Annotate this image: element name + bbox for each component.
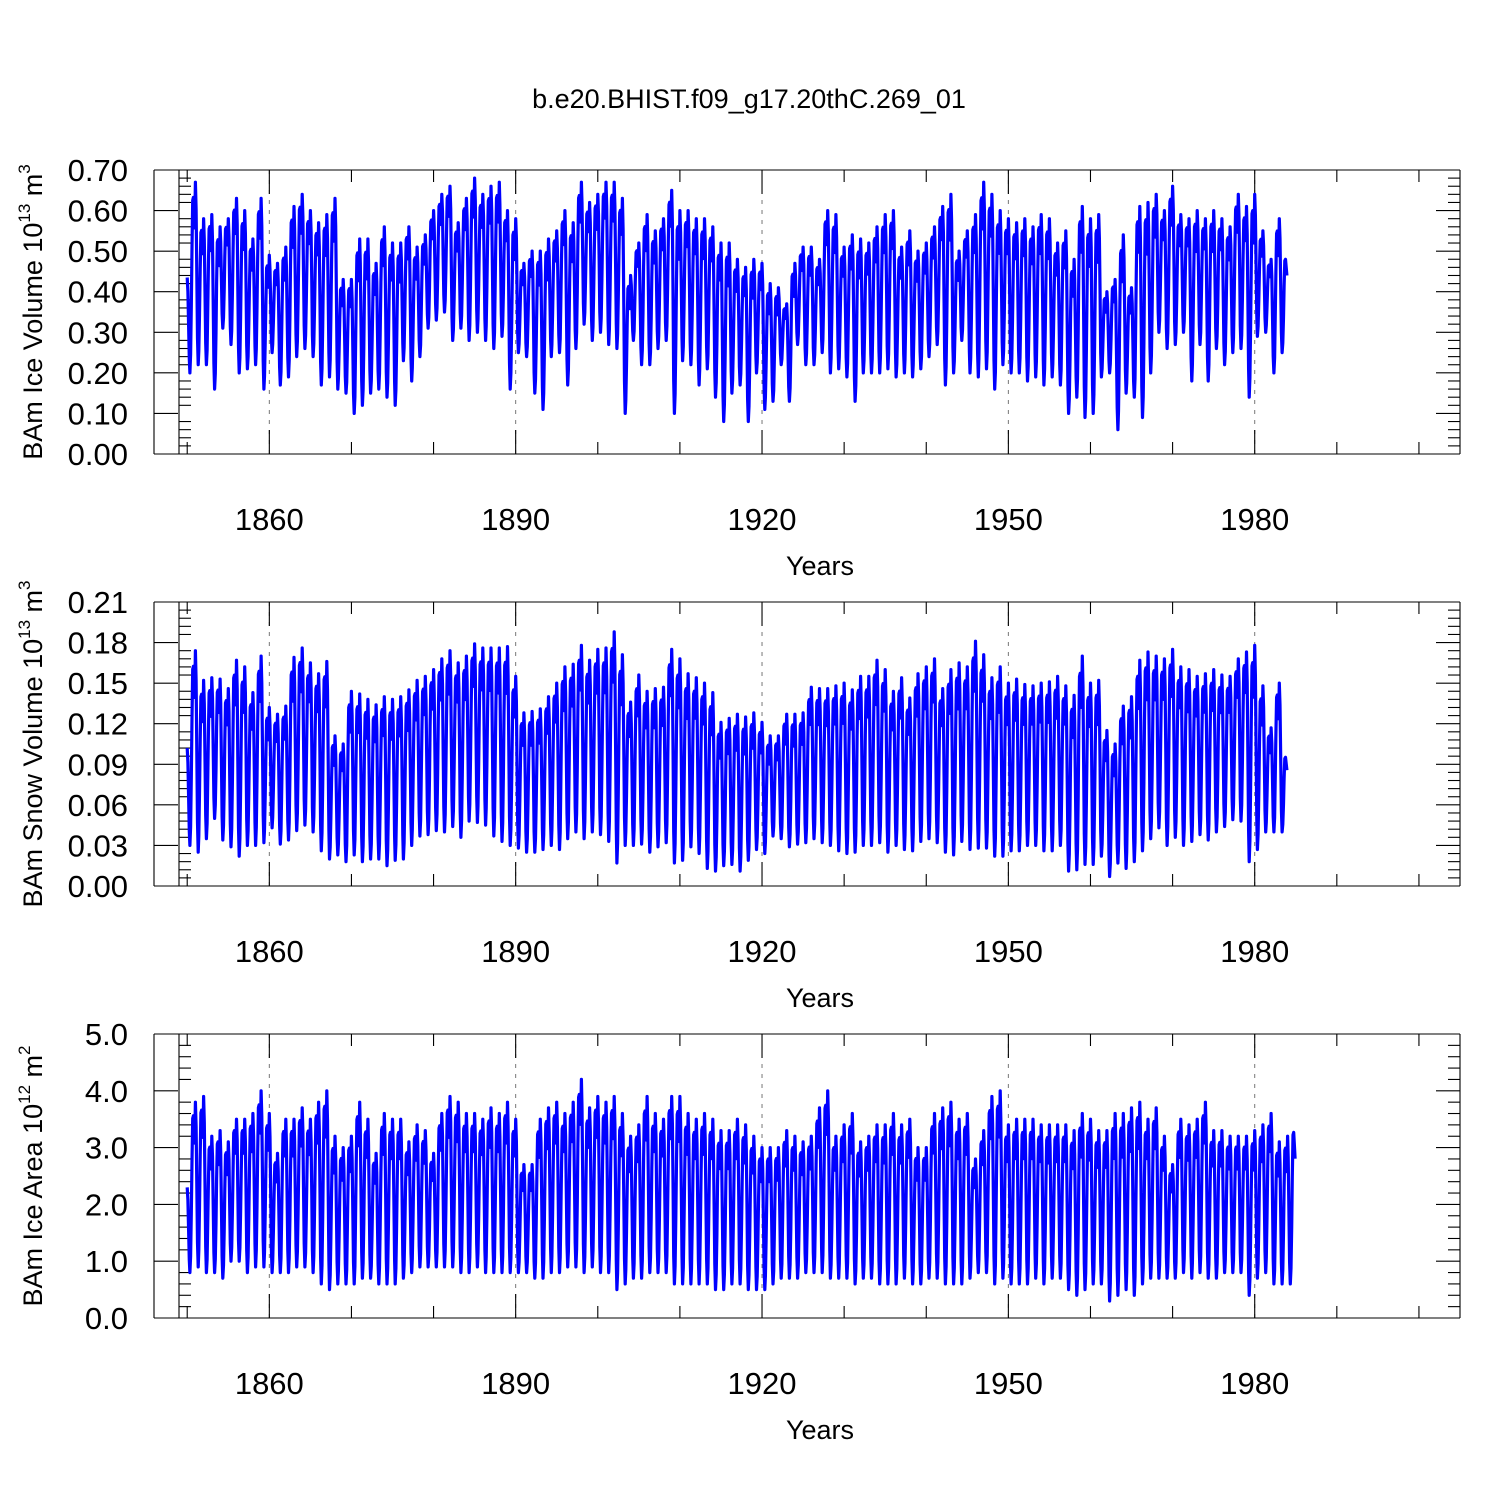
y-tick-label: 0.20 xyxy=(68,356,128,391)
x-axis-label: Years xyxy=(786,983,854,1013)
y-tick-label: 0.03 xyxy=(68,828,128,863)
x-tick-label: 1920 xyxy=(728,1366,797,1401)
y-tick-label: 0.00 xyxy=(68,437,128,472)
y-tick-label: 3.0 xyxy=(85,1131,128,1166)
y-tick-label: 0.60 xyxy=(68,194,128,229)
y-tick-label: 0.18 xyxy=(68,626,128,661)
x-tick-label: 1920 xyxy=(728,934,797,969)
y-tick-label: 0.40 xyxy=(68,275,128,310)
y-axis-label: BAm Ice Volume 1013 m3 xyxy=(15,164,48,460)
x-tick-label: 1950 xyxy=(974,934,1043,969)
y-tick-label: 0.12 xyxy=(68,707,128,742)
x-tick-label: 1860 xyxy=(235,1366,304,1401)
chart-title: b.e20.BHIST.f09_g17.20thC.269_01 xyxy=(532,84,966,114)
y-tick-label: 0.06 xyxy=(68,788,128,823)
x-axis-label: Years xyxy=(786,551,854,581)
y-tick-label: 0.15 xyxy=(68,666,128,701)
y-tick-label: 0.09 xyxy=(68,747,128,782)
y-tick-label: 2.0 xyxy=(85,1187,128,1222)
x-tick-label: 1860 xyxy=(235,502,304,537)
y-tick-label: 1.0 xyxy=(85,1244,128,1279)
y-tick-label: 0.10 xyxy=(68,396,128,431)
data-series-line xyxy=(185,1077,1297,1303)
y-tick-label: 0.21 xyxy=(68,585,128,620)
x-tick-label: 1950 xyxy=(974,1366,1043,1401)
x-tick-label: 1890 xyxy=(481,1366,550,1401)
data-series-line xyxy=(185,176,1289,432)
panel-3: 0.0 1.0 2.0 3.0 4.0 5.0 1860 1890 1920 1950 1980 Ye… xyxy=(15,1017,1461,1445)
x-axis-label: Years xyxy=(786,1415,854,1445)
y-axis-label: BAm Snow Volume 1013 m3 xyxy=(15,580,48,907)
x-tick-label: 1890 xyxy=(481,502,550,537)
x-tick-label: 1980 xyxy=(1220,1366,1289,1401)
x-tick-label: 1860 xyxy=(235,934,304,969)
y-tick-label: 0.0 xyxy=(85,1301,128,1336)
data-series-line xyxy=(185,630,1289,879)
y-tick-label: 0.50 xyxy=(68,234,128,269)
y-tick-label: 0.00 xyxy=(68,869,128,904)
panels: 0.00 0.10 0.20 0.30 0.40 0.50 0.60 0.70 1860 1890… xyxy=(15,153,1461,1445)
y-tick-label: 5.0 xyxy=(85,1017,128,1052)
y-tick-label: 0.30 xyxy=(68,315,128,350)
x-tick-label: 1920 xyxy=(728,502,797,537)
y-axis-label: BAm Ice Area 1012 m2 xyxy=(15,1046,48,1307)
y-tick-label: 0.70 xyxy=(68,153,128,188)
y-tick-label: 4.0 xyxy=(85,1074,128,1109)
panel-1: 0.00 0.10 0.20 0.30 0.40 0.50 0.60 0.70 1860 1890… xyxy=(15,153,1461,581)
x-tick-label: 1950 xyxy=(974,502,1043,537)
panel-2: 0.00 0.03 0.06 0.09 0.12 0.15 0.18 0.21 1860 1890… xyxy=(15,580,1461,1013)
x-tick-label: 1890 xyxy=(481,934,550,969)
x-tick-label: 1980 xyxy=(1220,502,1289,537)
x-tick-label: 1980 xyxy=(1220,934,1289,969)
